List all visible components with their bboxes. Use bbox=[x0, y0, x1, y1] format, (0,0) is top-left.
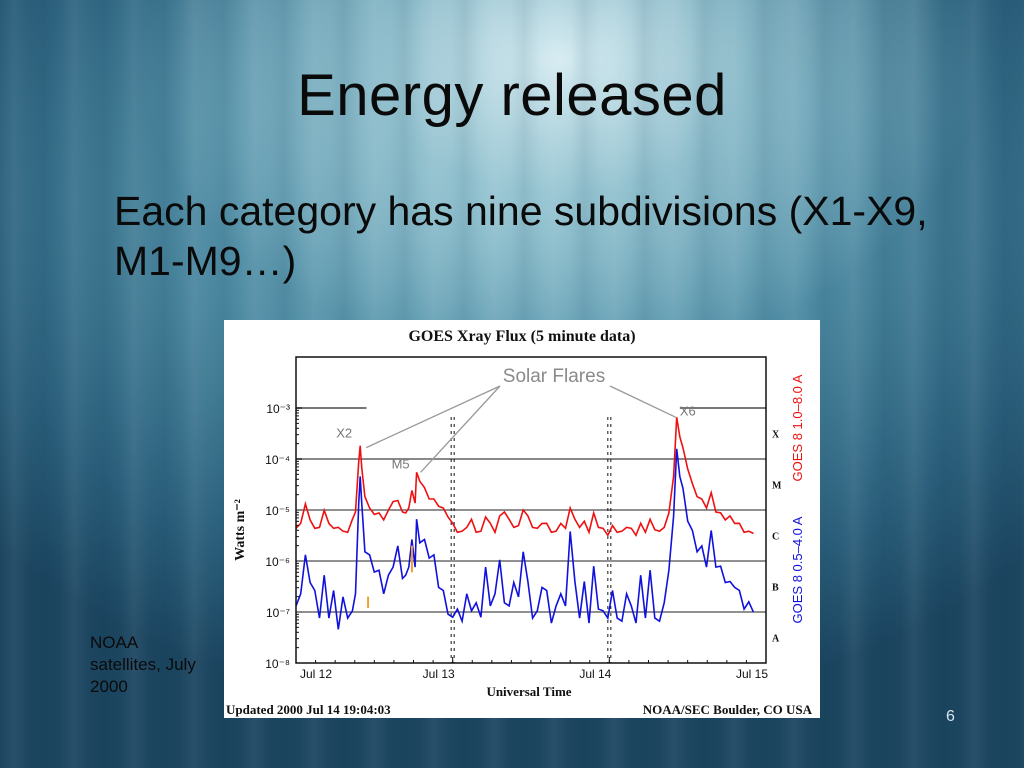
footer-updated: Updated 2000 Jul 14 19:04:03 bbox=[226, 702, 391, 717]
series-line-long bbox=[295, 417, 754, 538]
y-tick-label: 10⁻⁴ bbox=[265, 453, 290, 467]
class-label: A bbox=[772, 634, 780, 645]
footer-source: NOAA/SEC Boulder, CO USA bbox=[643, 702, 813, 717]
slide-title: Energy released bbox=[297, 63, 727, 128]
class-label: C bbox=[772, 532, 779, 543]
annotation-layer: Solar Flares X2 M5 X6 bbox=[336, 366, 696, 473]
flare-label: X2 bbox=[336, 426, 352, 441]
y-tick-label: 10⁻⁶ bbox=[265, 555, 290, 569]
y-axis-label: Watts m⁻² bbox=[233, 499, 248, 561]
legend-entry: GOES 8 0.5–4.0 A bbox=[790, 516, 805, 623]
slide-number: 6 bbox=[946, 708, 955, 725]
flare-leader-line bbox=[420, 385, 501, 473]
flare-leader-line bbox=[609, 385, 677, 418]
flare-label: X6 bbox=[680, 403, 696, 418]
legend-entry: GOES 8 1.0–8.0 A bbox=[790, 374, 805, 481]
series-line-short bbox=[295, 448, 755, 630]
series-layer bbox=[295, 417, 755, 630]
x-tick-label: Jul 12 bbox=[300, 667, 332, 681]
class-label: M bbox=[772, 481, 782, 492]
y-tick-label: 10⁻³ bbox=[266, 402, 290, 416]
y-tick-label: 10⁻⁸ bbox=[265, 657, 290, 671]
x-tick-label: Jul 14 bbox=[579, 667, 611, 681]
image-caption: NOAA satellites, July 2000 bbox=[90, 633, 196, 696]
flare-label: M5 bbox=[392, 456, 410, 471]
flare-leader-line bbox=[365, 385, 501, 449]
chart-title: GOES Xray Flux (5 minute data) bbox=[408, 328, 635, 345]
x-axis-label: Universal Time bbox=[486, 684, 571, 699]
goes-xray-chart: GOES Xray Flux (5 minute data) Solar Fla… bbox=[224, 320, 820, 718]
slide-bullet-text: Each category has nine subdivisions (X1-… bbox=[114, 188, 928, 284]
annotation-label: Solar Flares bbox=[503, 366, 605, 387]
y-tick-label: 10⁻⁵ bbox=[265, 504, 290, 518]
chart-svg: GOES Xray Flux (5 minute data) Solar Fla… bbox=[226, 328, 813, 717]
tick-layer: 10⁻³ 10⁻⁴ 10⁻⁵ 10⁻⁶ 10⁻⁷ 10⁻⁸ X M C B A Jul 12 Jul 1… bbox=[265, 374, 805, 681]
x-tick-label: Jul 15 bbox=[736, 667, 768, 681]
class-label: B bbox=[772, 583, 779, 594]
y-tick-label: 10⁻⁷ bbox=[266, 606, 290, 620]
x-tick-label: Jul 13 bbox=[423, 667, 455, 681]
grid-layer bbox=[296, 407, 766, 664]
class-label: X bbox=[772, 430, 780, 441]
